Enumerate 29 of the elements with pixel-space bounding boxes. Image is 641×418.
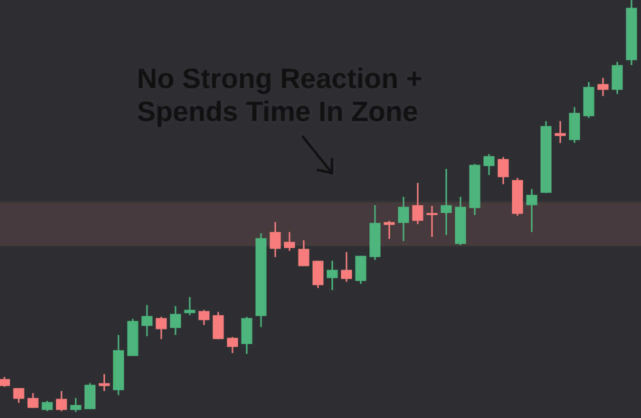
candlestick	[42, 400, 53, 412]
candlestick	[498, 156, 509, 185]
candlestick	[170, 305, 181, 336]
candlestick	[142, 304, 152, 337]
candlestick	[326, 260, 338, 291]
candlestick	[0, 376, 10, 388]
candlestick	[526, 188, 538, 233]
candlestick	[484, 153, 494, 176]
candlestick	[398, 196, 409, 242]
candlestick	[384, 220, 395, 240]
candlestick	[184, 296, 196, 316]
candlestick	[270, 221, 281, 258]
candlestick	[56, 390, 67, 412]
candlestick	[298, 239, 310, 267]
candlestick	[554, 120, 566, 144]
candlestick	[70, 397, 82, 413]
candlestick	[440, 168, 452, 236]
candlestick	[412, 182, 424, 225]
candlestick	[598, 77, 608, 97]
candlestick	[28, 392, 38, 409]
candlestick	[198, 309, 210, 326]
candlestick	[156, 316, 167, 340]
candlestick	[426, 205, 438, 238]
candlestick	[284, 231, 295, 252]
candlestick	[227, 336, 238, 354]
candlestick	[13, 387, 24, 404]
candlestick	[98, 373, 110, 392]
candlestick	[212, 311, 224, 340]
candlestick	[341, 251, 352, 283]
